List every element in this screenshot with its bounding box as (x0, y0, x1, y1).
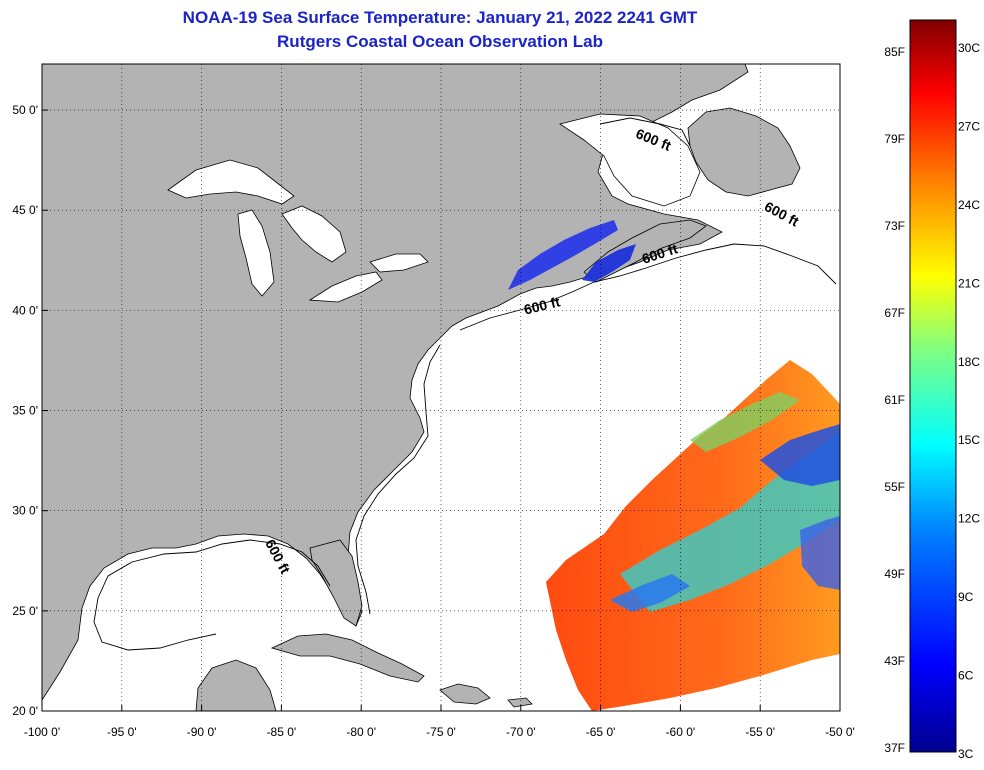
colorbar-f-label: 85F (884, 45, 905, 59)
lat-tick-label: 40 0' (12, 303, 38, 317)
lon-tick-label: -50 0' (825, 725, 855, 739)
sst-cool-patch-5 (800, 516, 840, 590)
colorbar-c-label: 6C (958, 669, 974, 683)
lat-tick-label: 45 0' (12, 203, 38, 217)
colorbar-c-label: 24C (958, 198, 980, 212)
colorbar-f-label: 43F (884, 654, 905, 668)
colorbar-f-label: 67F (884, 306, 905, 320)
lon-tick-label: -60 0' (666, 725, 696, 739)
colorbar-celsius-labels: 30C 27C 24C 21C 18C 15C 12C 9C 6C 3C (958, 41, 980, 761)
colorbar-f-label: 73F (884, 219, 905, 233)
land-newfoundland (687, 107, 801, 197)
lake-ontario (369, 253, 429, 273)
sst-cool-patch-3 (690, 392, 800, 452)
colorbar-c-label: 18C (958, 355, 980, 369)
lat-tick-label: 30 0' (12, 504, 38, 518)
colorbar (909, 19, 957, 753)
colorbar-c-label: 15C (958, 433, 980, 447)
lake-erie (308, 271, 383, 303)
lat-tick-label: 50 0' (12, 103, 38, 117)
lon-tick-label: -75 0' (426, 725, 456, 739)
lon-tick-label: -95 0' (107, 725, 137, 739)
lat-tick-label: 35 0' (12, 404, 38, 418)
lon-tick-label: -70 0' (506, 725, 536, 739)
land-hispaniola (439, 683, 491, 705)
longitude-ticks: -100 0' -95 0' -90 0' -85 0' -80 0' -75 0' -70… (24, 705, 855, 739)
sst-cool-patch-2 (760, 424, 840, 486)
lon-tick-label: -65 0' (586, 725, 616, 739)
colorbar-c-label: 3C (958, 747, 974, 761)
colorbar-c-label: 9C (958, 590, 974, 604)
lake-superior (167, 159, 295, 205)
colorbar-f-label: 55F (884, 480, 905, 494)
colorbar-fahrenheit-labels: 85F 79F 73F 67F 61F 55F 49F 43F 37F (884, 45, 905, 755)
sst-cool-patch-4 (610, 574, 690, 612)
gulf-st-lawrence (559, 113, 701, 207)
land-yucatan (195, 659, 277, 711)
lon-tick-label: -80 0' (346, 725, 376, 739)
lat-tick-label: 25 0' (12, 604, 38, 618)
colorbar-f-label: 37F (884, 741, 905, 755)
lon-tick-label: -85 0' (267, 725, 297, 739)
lat-tick-label: 20 0' (12, 704, 38, 718)
colorbar-f-label: 79F (884, 132, 905, 146)
colorbar-f-label: 61F (884, 393, 905, 407)
colorbar-c-label: 27C (958, 119, 980, 133)
depth-contours (93, 117, 837, 651)
land-cuba (270, 633, 425, 683)
lake-huron (281, 205, 347, 263)
sst-cold-gulf-of-maine (508, 220, 618, 290)
lon-tick-label: -90 0' (187, 725, 217, 739)
colorbar-c-label: 21C (958, 276, 980, 290)
land-puerto-rico (507, 697, 533, 708)
map-subtitle: Rutgers Coastal Ocean Observation Lab (277, 32, 603, 51)
colorbar-c-label: 12C (958, 512, 980, 526)
land-florida (309, 539, 363, 627)
land-north-america (42, 64, 749, 701)
lake-michigan (237, 209, 275, 297)
colorbar-f-label: 49F (884, 567, 905, 581)
colorbar-c-label: 30C (958, 41, 980, 55)
lon-tick-label: -55 0' (745, 725, 775, 739)
lon-tick-label: -100 0' (24, 725, 60, 739)
latitude-ticks: 20 0' 25 0' 30 0' 35 0' 40 0' 45 0' 50 0' (12, 103, 48, 718)
sst-cold-scotian (582, 244, 636, 282)
map-title: NOAA-19 Sea Surface Temperature: January… (182, 8, 698, 27)
